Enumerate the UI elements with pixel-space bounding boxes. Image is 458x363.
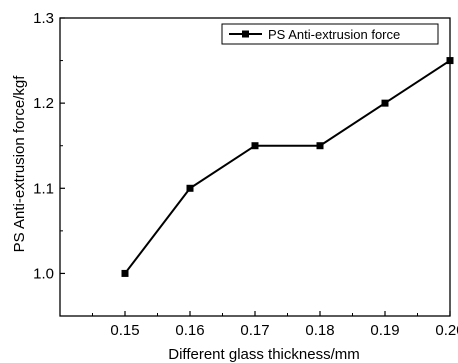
data-point (446, 57, 454, 65)
y-axis-title: PS Anti-extrusion force/kgf (11, 75, 28, 253)
plot-frame (59, 17, 451, 317)
x-tick-label: 0.15 (110, 322, 139, 339)
y-tick-label: 1.2 (33, 95, 54, 112)
data-point (381, 99, 389, 107)
legend: PS Anti-extrusion force (221, 23, 439, 45)
y-tick-label: 1.3 (33, 10, 54, 27)
x-tick-label: 0.18 (305, 322, 334, 339)
data-point (251, 142, 259, 150)
legend-label: PS Anti-extrusion force (268, 27, 400, 42)
axes (59, 17, 451, 317)
x-tick-label: 0.19 (370, 322, 399, 339)
x-axis-title: Different glass thickness/mm (168, 346, 359, 363)
ticks: 0.15 0.16 0.17 0.18 0.19 0.20 1.0 1.1 1.2 1.3 (33, 10, 458, 339)
data-point (186, 184, 194, 192)
series-layer (121, 57, 454, 277)
legend-box (221, 23, 439, 45)
x-tick-label: 0.20 (435, 322, 458, 339)
x-tick-label: 0.17 (240, 322, 269, 339)
y-tick-label: 1.0 (33, 265, 54, 282)
data-point (121, 269, 129, 277)
data-point (316, 142, 324, 150)
series-line (124, 59, 451, 275)
y-tick-label: 1.1 (33, 180, 54, 197)
legend-marker (242, 30, 249, 38)
x-tick-label: 0.16 (175, 322, 204, 339)
